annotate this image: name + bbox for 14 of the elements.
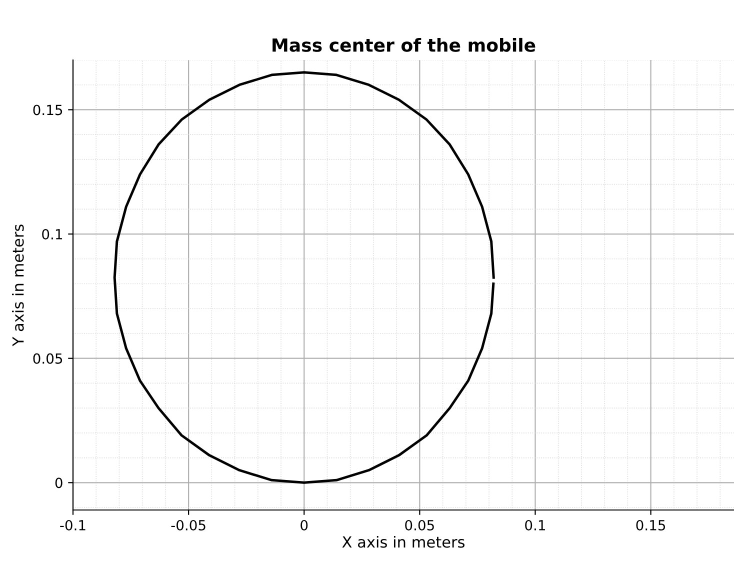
y-tick-label: 0.15 [33,104,62,116]
y-tick-label: 0.1 [42,229,62,240]
y-axis-title: Y axis in meters [12,224,24,346]
x-tick-label: -0.05 [171,520,206,530]
x-tick-label: 0.15 [636,520,666,530]
x-tick-label: 0.05 [405,520,434,530]
y-tick-label: 0.05 [33,353,62,364]
line-series [113,71,495,484]
x-tick-label: 0 [300,520,308,530]
x-tick-label: -0.1 [60,520,86,530]
x-axis-title: X axis in meters [342,536,464,548]
chart-title: Mass center of the mobile [272,38,536,52]
y-tick-label: 0 [55,478,62,488]
x-tick-label: 0.1 [525,520,545,530]
